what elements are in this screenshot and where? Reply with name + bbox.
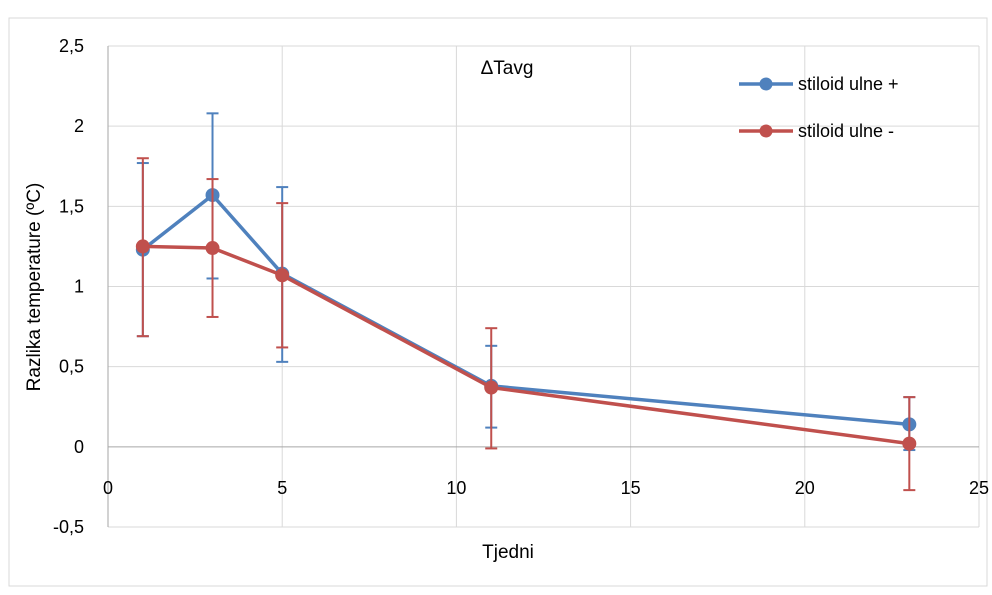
- series-group: [135, 112, 917, 492]
- tick-labels: -0,5 0 0,5 1 1,5 2 2,5 0 5 10 15 20 25: [53, 36, 989, 537]
- x-tick-label: 20: [795, 478, 815, 498]
- x-tick-label: 0: [103, 478, 113, 498]
- y-tick-label: 2: [74, 116, 84, 136]
- data-point: [902, 436, 917, 451]
- legend-entry: stiloid ulne -: [739, 121, 894, 141]
- legend-swatch-marker: [759, 77, 773, 91]
- series-2: [135, 157, 917, 492]
- data-point: [135, 239, 150, 254]
- y-tick-label: 0,5: [59, 357, 84, 377]
- y-axis-label: Razlika temperature (ºC): [24, 183, 45, 392]
- legend-label: stiloid ulne +: [798, 74, 899, 94]
- y-tick-label: 2,5: [59, 36, 84, 56]
- x-tick-label: 25: [969, 478, 989, 498]
- data-point: [275, 268, 290, 283]
- y-tick-label: -0,5: [53, 517, 84, 537]
- legend-entry: stiloid ulne +: [739, 74, 899, 94]
- x-tick-label: 10: [446, 478, 466, 498]
- y-tick-label: 1,5: [59, 196, 84, 216]
- x-tick-label: 15: [621, 478, 641, 498]
- axes: [107, 46, 979, 527]
- x-tick-label: 5: [277, 478, 287, 498]
- y-tick-label: 0: [74, 437, 84, 457]
- data-point: [484, 380, 499, 395]
- y-tick-label: 1: [74, 277, 84, 297]
- legend-label: stiloid ulne -: [798, 121, 894, 141]
- chart-title: ΔTavg: [481, 58, 534, 79]
- data-point: [205, 241, 220, 256]
- legend: stiloid ulne + stiloid ulne -: [739, 74, 899, 141]
- legend-swatch-marker: [759, 124, 773, 138]
- x-axis-label: Tjedni: [482, 542, 534, 563]
